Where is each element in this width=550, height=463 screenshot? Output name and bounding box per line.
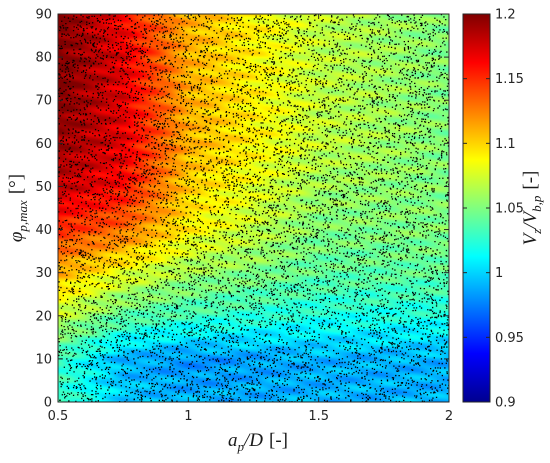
y-tick-label: 10 bbox=[35, 352, 52, 367]
x-axis-label: ap/D [-] bbox=[228, 430, 288, 454]
y-tick-label: 40 bbox=[35, 223, 52, 238]
x-tick-label: 2 bbox=[445, 409, 453, 424]
colorbar-tick-label: 1 bbox=[495, 266, 503, 281]
y-tick-label: 80 bbox=[35, 51, 52, 66]
y-tick-label: 20 bbox=[35, 309, 52, 324]
x-tick-label: 0.5 bbox=[48, 409, 69, 424]
sample-dots bbox=[58, 14, 449, 402]
colorbar-label: Vz/Vb,p[-] bbox=[520, 171, 544, 246]
y-tick-label: 60 bbox=[35, 137, 52, 152]
colorbar-tick-label: 0.9 bbox=[495, 396, 516, 411]
x-tick-label: 1.5 bbox=[308, 409, 329, 424]
colorbar-tick-label: 1.2 bbox=[495, 8, 516, 23]
colorbar-tick-label: 1.05 bbox=[495, 202, 524, 217]
plot-frame bbox=[57, 13, 450, 403]
colorbar-tick-label: 1.1 bbox=[495, 137, 516, 152]
x-tick-label: 1 bbox=[184, 409, 192, 424]
x-axis: 0.5 1 1.5 2 bbox=[48, 14, 453, 424]
sample-points bbox=[58, 14, 449, 402]
y-tick-label: 90 bbox=[35, 8, 52, 23]
plot-area bbox=[57, 13, 450, 403]
y-axis-label: φp,max[°] bbox=[6, 174, 30, 242]
y-tick-label: 30 bbox=[35, 266, 52, 281]
colorbar-gradient bbox=[462, 13, 491, 403]
y-tick-label: 50 bbox=[35, 180, 52, 195]
y-tick-label: 70 bbox=[35, 94, 52, 109]
y-axis: 0 10 20 30 40 50 60 70 80 90 bbox=[35, 8, 449, 411]
colorbar-ticks: 0.9 0.95 1 1.05 1.1 1.15 1.2 bbox=[463, 8, 524, 411]
colorbar-tick-label: 1.15 bbox=[495, 72, 524, 87]
colorbar-tick-label: 0.95 bbox=[495, 331, 524, 346]
colorbar: 0.9 0.95 1 1.05 1.1 1.15 1.2 bbox=[462, 8, 524, 411]
y-tick-label: 0 bbox=[44, 396, 52, 411]
